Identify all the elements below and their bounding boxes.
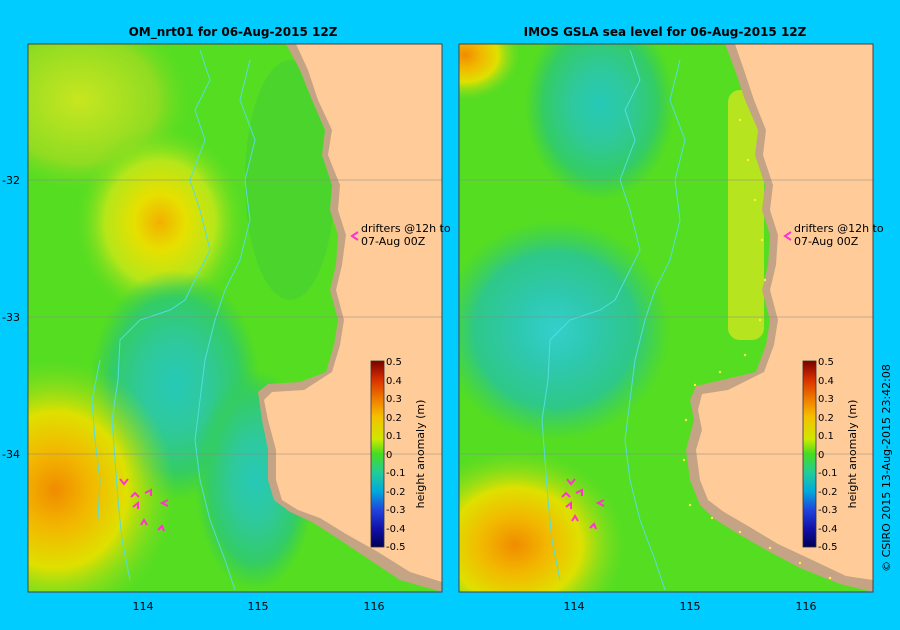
cbar-tick: -0.4 (386, 524, 406, 535)
cbar-tick: 0.4 (386, 376, 402, 387)
longitude-axis-left: 114 115 116 (133, 600, 385, 613)
coastal-points-right (682, 118, 832, 580)
map-frame-left (27, 43, 443, 593)
drifter-arrow (571, 514, 579, 522)
colorbar-ticks-right: 0.5 0.4 0.3 0.2 0.1 0 -0.1 -0.2 -0.3 -0.… (818, 357, 838, 553)
cbar-tick: -0.5 (386, 542, 406, 553)
cbar-tick: 0.1 (818, 431, 834, 442)
drifter-arrow (565, 500, 572, 509)
panel-title-left: OM_nrt01 for 06-Aug-2015 12Z (129, 25, 338, 40)
drifter-arrow (575, 488, 583, 496)
drifter-arrow (159, 499, 169, 507)
panel-left: OM_nrt01 for 06-Aug-2015 12Z (27, 25, 451, 593)
anomaly-high-center-left (75, 127, 245, 317)
cbar-tick: 0.3 (386, 394, 402, 405)
drifter-annotation-arrow-left (350, 231, 359, 241)
anomaly-high-sw-left (28, 360, 175, 592)
colorbar-label-left: height anomaly (m) (414, 400, 427, 509)
annotation-right-line1: drifters @12h to (794, 222, 884, 235)
drifters-left (119, 478, 169, 532)
cbar-tick: -0.4 (818, 524, 838, 535)
panel-right: IMOS GSLA sea level for 06-Aug-2015 12Z (458, 25, 884, 593)
colorbar-gradient-right (802, 360, 817, 548)
drifters-right (561, 478, 605, 530)
map-frame-right (458, 43, 874, 593)
drifter-arrow (589, 522, 597, 530)
lat-tick-label: -33 (2, 311, 20, 324)
cbar-tick: -0.3 (818, 505, 838, 516)
cbar-tick: 0.5 (818, 357, 834, 368)
annotation-left-line1: drifters @12h to (361, 222, 451, 235)
cbar-tick: -0.1 (818, 468, 838, 479)
map-area-left (28, 44, 442, 592)
panel-title-right: IMOS GSLA sea level for 06-Aug-2015 12Z (524, 25, 807, 39)
lat-tick-label: -34 (2, 448, 20, 461)
drifter-arrow (132, 500, 139, 509)
lon-tick-label: 114 (564, 600, 585, 613)
annotation-right-line2: 07-Aug 00Z (794, 235, 859, 248)
longitude-axis-right: 114 115 116 (564, 600, 817, 613)
colorbar-label-right: height anomaly (m) (846, 400, 859, 509)
drifter-arrow (566, 478, 576, 486)
track-lines-left (91, 49, 256, 591)
cbar-tick: 0.1 (386, 431, 402, 442)
anomaly-low-north-right (525, 44, 675, 200)
cbar-tick: 0.2 (386, 413, 402, 424)
latitude-axis: -32 -33 -34 (2, 174, 20, 461)
cbar-tick: 0.3 (818, 394, 834, 405)
cbar-tick: -0.1 (386, 468, 406, 479)
colorbar-left: 0.5 0.4 0.3 0.2 0.1 0 -0.1 -0.2 -0.3 -0.… (370, 357, 427, 553)
cbar-tick: 0.2 (818, 413, 834, 424)
credit-text: © CSIRO 2015 13-Aug-2015 23:42:08 (880, 364, 893, 572)
drifter-arrow (144, 488, 152, 496)
cbar-tick: -0.2 (386, 487, 406, 498)
cbar-tick: 0.5 (386, 357, 402, 368)
anomaly-high-nw-right (459, 44, 520, 100)
drifter-arrow (130, 491, 140, 498)
lon-tick-label: 115 (248, 600, 269, 613)
colorbar-ticks-left: 0.5 0.4 0.3 0.2 0.1 0 -0.1 -0.2 -0.3 -0.… (386, 357, 406, 553)
cbar-tick: -0.3 (386, 505, 406, 516)
anomaly-lime-band-right (728, 90, 764, 340)
colorbar-right: 0.5 0.4 0.3 0.2 0.1 0 -0.1 -0.2 -0.3 -0.… (802, 357, 859, 553)
anomaly-low-center-right (459, 220, 670, 440)
land-left (264, 44, 442, 582)
anomaly-high-sw-right (459, 450, 625, 592)
drifter-arrow (561, 491, 571, 498)
annotation-left-line2: 07-Aug 00Z (361, 235, 426, 248)
lon-tick-label: 116 (796, 600, 817, 613)
drifter-arrow (157, 524, 165, 532)
cbar-tick: 0.4 (818, 376, 834, 387)
cbar-tick: -0.5 (818, 542, 838, 553)
cbar-tick: 0 (386, 450, 392, 461)
drifter-annotation-arrow-right (783, 231, 792, 241)
drifter-arrow (595, 499, 605, 507)
cbar-tick: 0 (818, 450, 824, 461)
track-lines-right (541, 49, 686, 591)
lon-tick-label: 115 (680, 600, 701, 613)
lon-tick-label: 116 (364, 600, 385, 613)
colorbar-gradient-left (370, 360, 385, 548)
lon-tick-label: 114 (133, 600, 154, 613)
lat-tick-label: -32 (2, 174, 20, 187)
drifter-arrow (140, 518, 148, 526)
cbar-tick: -0.2 (818, 487, 838, 498)
land-right (696, 44, 873, 580)
drifter-arrow (119, 478, 129, 486)
